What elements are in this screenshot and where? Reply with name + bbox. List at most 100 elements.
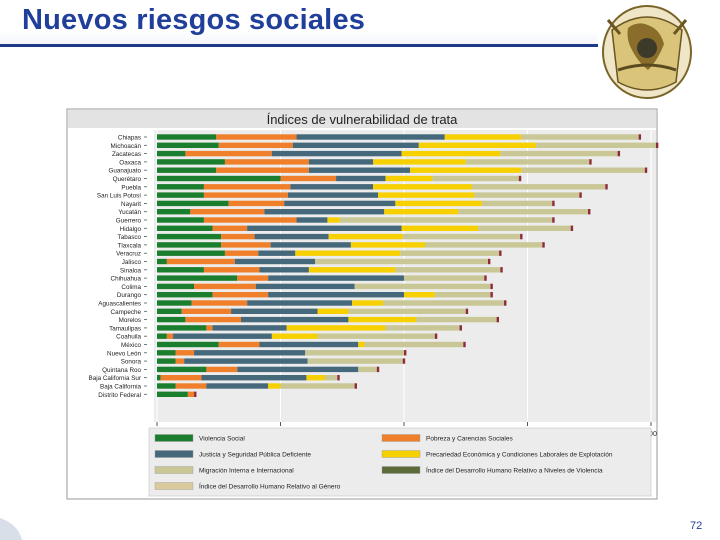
category-label: Colima [121, 284, 141, 291]
bar-segment [157, 134, 217, 140]
bar-segment [157, 383, 176, 389]
bar-segment [327, 217, 340, 223]
category-label: Distrito Federal [98, 392, 141, 399]
category-label: Querétaro [113, 176, 142, 183]
bar-end-cap [638, 134, 642, 140]
bar-segment [184, 358, 308, 364]
bar-segment [157, 358, 176, 364]
legend-swatch [381, 450, 421, 458]
bar-segment [157, 217, 204, 223]
legend-label: Migración Interna e Internacional [199, 468, 294, 475]
bar-segment [295, 250, 401, 256]
title-band: Nuevos riesgos sociales [0, 0, 598, 47]
bar-segment [157, 159, 225, 165]
bar-segment [203, 217, 297, 223]
bar-segment [434, 292, 491, 298]
bar-segment [481, 200, 553, 207]
category-label: Hidalgo [120, 226, 142, 233]
category-label: San Luis Potosí [97, 193, 141, 200]
bar-segment [478, 225, 571, 231]
category-label: Tlaxcala [118, 242, 142, 249]
bar-end-cap [490, 283, 493, 290]
chart-frame: Índices de vulnerabilidad de trata010020… [62, 106, 660, 502]
corner-decoration [0, 518, 22, 540]
category-label: Tabasco [118, 234, 142, 241]
bar-segment [308, 267, 396, 273]
bar-segment [175, 383, 207, 389]
category-label: Nayarit [121, 201, 141, 208]
bar-segment [203, 267, 260, 273]
category-label: Morelos [119, 317, 141, 324]
bar-segment [280, 383, 355, 389]
category-label: Baja California Sur [89, 375, 142, 382]
bar-segment [206, 383, 269, 389]
bar-segment [348, 308, 466, 314]
legend-label: Índice del Desarrollo Humano Relativo a … [426, 466, 603, 475]
bar-segment [157, 242, 222, 248]
bar-segment [254, 233, 329, 240]
bar-segment [157, 184, 204, 190]
bar-segment [292, 142, 419, 148]
bar-end-cap [194, 391, 197, 397]
bar-segment [383, 300, 505, 306]
bar-segment [228, 200, 285, 207]
bar-segment [157, 283, 195, 290]
bar-segment [201, 375, 307, 381]
bar-segment [185, 316, 241, 323]
bar-end-cap [404, 350, 407, 356]
bar-segment [287, 192, 379, 198]
bar-segment [385, 175, 433, 182]
bar-segment [358, 341, 365, 348]
bar-segment [280, 175, 337, 182]
bar-segment [157, 316, 186, 323]
bar-segment [354, 283, 491, 290]
bar-segment [395, 267, 501, 273]
category-label: Sonora [121, 359, 142, 366]
bar-segment [247, 225, 402, 231]
bar-end-cap [459, 325, 462, 331]
bar-segment [175, 350, 195, 356]
bar-segment [175, 358, 185, 364]
category-label: Chiapas [118, 135, 141, 142]
bar-end-cap [376, 366, 380, 373]
bar-segment [212, 225, 248, 231]
bar-segment [218, 341, 260, 348]
bar-segment [268, 275, 404, 281]
bar-segment [157, 300, 192, 306]
bar-segment [317, 308, 349, 314]
bar-segment [157, 258, 167, 265]
bar-end-cap [499, 250, 502, 256]
bar-end-cap [504, 300, 507, 306]
bar-segment [157, 366, 207, 373]
bar-segment [308, 167, 411, 173]
bar-segment [410, 167, 522, 173]
bar-end-cap [518, 175, 522, 182]
bar-end-cap [354, 383, 357, 389]
bar-end-cap [520, 233, 523, 240]
bar-segment [306, 375, 325, 381]
bar-segment [212, 325, 287, 331]
bar-segment [259, 267, 309, 273]
bar-segment [203, 184, 291, 190]
bar-segment [206, 325, 213, 331]
bar-segment [444, 134, 522, 140]
bar-segment [465, 159, 590, 165]
bar-segment [157, 250, 225, 256]
bar-segment [157, 200, 229, 207]
bar-segment [237, 275, 269, 281]
bar-segment [185, 150, 272, 157]
category-label: Veracruz [116, 251, 141, 258]
bar-segment [328, 233, 403, 240]
bar-segment [536, 142, 656, 148]
bar-segment [339, 217, 553, 223]
bar-segment [315, 258, 488, 265]
page-number: 72 [690, 520, 703, 532]
bar-segment [157, 209, 191, 215]
bar-segment [187, 391, 195, 397]
bar-segment [286, 325, 386, 331]
bar-segment [364, 341, 464, 348]
bar-segment [373, 184, 472, 190]
bar-segment [234, 258, 316, 265]
bar-segment [500, 150, 618, 157]
bar-segment [348, 316, 417, 323]
